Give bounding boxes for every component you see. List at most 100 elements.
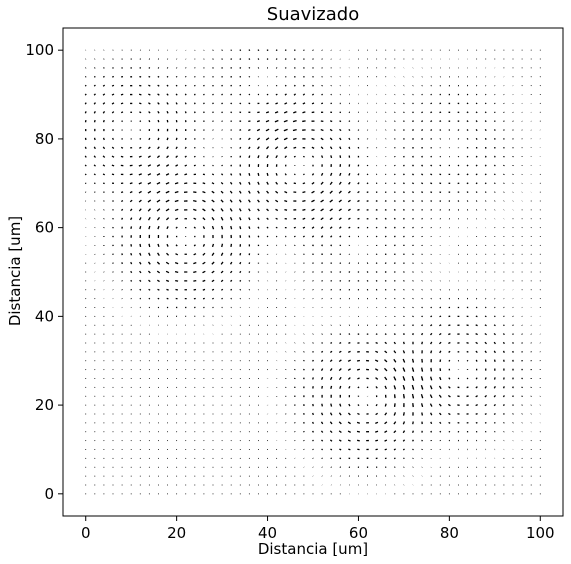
field-arrowhead	[148, 85, 150, 86]
field-arrowhead	[302, 138, 304, 140]
field-arrowhead	[439, 342, 441, 344]
field-dot	[539, 85, 541, 87]
field-dot	[285, 333, 287, 335]
field-arrowhead	[384, 413, 387, 416]
field-arrowhead	[239, 183, 241, 185]
field-dot	[130, 395, 132, 397]
field-dot	[85, 431, 87, 433]
field-arrowhead	[157, 261, 159, 264]
field-arrowhead	[385, 245, 386, 247]
field-dot	[148, 422, 150, 424]
field-arrowhead	[303, 76, 305, 78]
field-arrowhead	[140, 147, 142, 149]
field-arrowhead	[322, 208, 324, 211]
field-dot	[112, 377, 114, 379]
field-dot	[157, 440, 159, 442]
field-arrowhead	[385, 254, 386, 255]
field-arrowhead	[176, 155, 178, 157]
field-arrowhead	[311, 147, 314, 149]
field-arrowhead	[348, 155, 350, 157]
field-dot	[112, 484, 114, 486]
field-arrowhead	[85, 94, 86, 96]
field-dot	[503, 466, 505, 468]
field-dot	[230, 342, 232, 344]
field-dot	[212, 147, 214, 149]
field-arrowhead	[122, 173, 124, 175]
field-dot	[385, 76, 387, 78]
field-dot	[85, 395, 87, 397]
field-arrowhead	[367, 173, 368, 175]
field-arrowhead	[321, 421, 323, 423]
field-dot	[112, 324, 114, 326]
field-dot	[121, 404, 123, 406]
field-arrowhead	[367, 227, 369, 228]
field-dot	[485, 262, 487, 264]
field-arrowhead	[139, 102, 141, 104]
field-dot	[167, 404, 169, 406]
field-dot	[494, 49, 496, 51]
field-dot	[103, 306, 105, 308]
field-arrowhead	[384, 431, 386, 433]
field-arrowhead	[303, 377, 305, 379]
field-arrowhead	[167, 111, 168, 113]
field-dot	[194, 466, 196, 468]
field-dot	[203, 475, 205, 477]
field-dot	[212, 360, 214, 362]
field-dot	[112, 360, 114, 362]
field-arrowhead	[240, 67, 241, 68]
field-arrowhead	[257, 111, 259, 113]
field-arrowhead	[130, 67, 132, 69]
field-arrowhead	[193, 271, 195, 273]
field-arrowhead	[258, 192, 260, 194]
field-arrowhead	[312, 218, 315, 220]
field-dot	[239, 324, 241, 326]
field-arrowhead	[221, 76, 223, 77]
field-arrowhead	[440, 431, 441, 433]
field-arrowhead	[348, 280, 350, 282]
field-arrowhead	[421, 343, 423, 345]
field-arrowhead	[330, 280, 332, 281]
field-dot	[267, 475, 269, 477]
field-dot	[267, 333, 269, 335]
field-arrowhead	[203, 111, 205, 113]
field-arrowhead	[211, 280, 214, 282]
field-arrowhead	[367, 360, 370, 362]
field-dot	[512, 475, 514, 477]
field-arrowhead	[194, 102, 196, 104]
field-arrowhead	[358, 227, 360, 228]
field-dot	[121, 360, 123, 362]
field-dot	[267, 484, 269, 486]
field-dot	[103, 342, 105, 344]
field-arrowhead	[248, 254, 250, 256]
field-dot	[521, 466, 523, 468]
field-arrowhead	[394, 449, 395, 450]
field-dot	[112, 404, 114, 406]
field-dot	[94, 324, 96, 326]
field-dot	[85, 404, 87, 406]
field-dot	[94, 466, 96, 468]
field-dot	[312, 484, 314, 486]
field-dot	[248, 448, 250, 450]
field-arrowhead	[339, 430, 341, 432]
field-arrowhead	[85, 112, 87, 114]
field-dot	[212, 466, 214, 468]
field-dot	[221, 422, 223, 424]
field-dot	[221, 475, 223, 477]
field-arrowhead	[193, 262, 195, 264]
field-arrowhead	[376, 271, 377, 273]
field-arrowhead	[448, 324, 450, 326]
field-arrowhead	[421, 431, 423, 433]
field-arrowhead	[449, 369, 450, 371]
field-dot	[521, 484, 523, 486]
field-dot	[221, 386, 223, 388]
field-dot	[276, 333, 278, 335]
field-dot	[167, 360, 169, 362]
field-dot	[230, 413, 232, 415]
field-dot	[257, 369, 259, 371]
field-dot	[112, 475, 114, 477]
field-arrowhead	[121, 85, 122, 87]
field-arrowhead	[293, 138, 295, 140]
field-dot	[294, 493, 296, 495]
field-arrowhead	[176, 218, 178, 220]
field-arrowhead	[349, 182, 351, 184]
